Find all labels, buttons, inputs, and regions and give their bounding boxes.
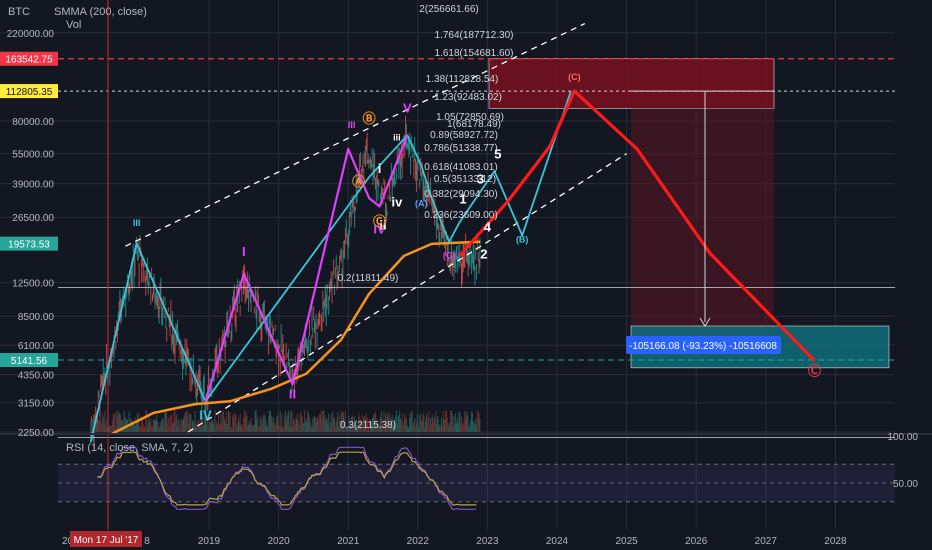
price-tag-label: 19573.53 xyxy=(8,240,50,251)
fib-level-label: 0.5(35133.12) xyxy=(434,174,496,185)
measure-arrowhead xyxy=(699,317,711,327)
price-tick-label: 220000.00 xyxy=(7,29,55,40)
time-label: 2023 xyxy=(476,536,499,547)
chart-legend: BTC SMMA (200, close) Vol xyxy=(8,6,147,32)
time-label: 2026 xyxy=(685,536,708,547)
time-label: 2025 xyxy=(615,536,638,547)
channel-upper-line xyxy=(125,22,586,247)
series-wave-cyan xyxy=(89,90,572,443)
vol-label[interactable]: Vol xyxy=(66,19,82,31)
price-tag-label: 5141.56 xyxy=(11,356,48,367)
time-axis-bg xyxy=(0,530,932,550)
fib-level-label: 1.05(72850.69) xyxy=(436,112,504,123)
fib-level-label: 0.2(11811.49) xyxy=(338,273,399,284)
wave-label: iii xyxy=(393,132,401,142)
wave-label: IV xyxy=(199,407,212,422)
wave-label: (B) xyxy=(516,235,529,245)
wave-label: IV xyxy=(373,221,386,236)
wave-label: III xyxy=(348,120,356,130)
price-tick-label: 8500.00 xyxy=(18,312,55,323)
price-tick-label: 26500.00 xyxy=(12,213,54,224)
fib-level-label: 1.23(92483.02) xyxy=(434,92,502,103)
fib-level-label: 2(256661.66) xyxy=(419,4,479,15)
time-label: 20 xyxy=(62,536,74,547)
price-tag xyxy=(0,236,58,251)
price-tick-label: 3150.00 xyxy=(18,399,55,410)
price-tick-label: 55000.00 xyxy=(12,150,54,161)
fib-level-label: 0.89(58927.72) xyxy=(430,130,498,141)
wave-label: (A) xyxy=(415,198,428,208)
time-label: 2027 xyxy=(755,536,778,547)
chart-annotations: 2(256661.66) 1.764(187712.30) 1.618(154681… xyxy=(133,4,821,431)
symbol-label[interactable]: BTC xyxy=(8,6,30,18)
rsi-legend[interactable]: RSI (14, close, SMA, 7, 2) xyxy=(66,442,194,454)
cursor-date-label: Mon 17 Jul '17 xyxy=(74,535,139,546)
wave-label: (C) xyxy=(568,72,581,82)
series-smma-200-close- xyxy=(111,240,481,436)
time-axis[interactable]: 20 2019 2020 2021 2022 2023 2024 2025 2026 2027 20… xyxy=(0,530,932,550)
fib-level-label: 1(68178.49) xyxy=(447,119,501,130)
wave-label: iv xyxy=(391,194,403,209)
wave-label: (C) xyxy=(443,250,456,260)
channel-lower-line xyxy=(187,153,627,433)
wave-label: II xyxy=(289,387,296,402)
fib-level-label: 0.236(23609.00) xyxy=(424,210,497,221)
fib-level-label: 1.764(187712.30) xyxy=(435,30,514,41)
price-tick-label: 6100.00 xyxy=(18,341,55,352)
indicator-lines xyxy=(58,0,895,530)
measure-label: -105166.08 (-93.23%) -10516608 xyxy=(629,341,777,352)
wave-label: 3 xyxy=(477,172,484,187)
wave-label: 2 xyxy=(480,246,487,261)
shaded-zones xyxy=(488,58,890,369)
wave-label: III xyxy=(133,218,141,228)
series-projection xyxy=(458,89,816,362)
time-label: 8 xyxy=(144,536,150,547)
wave-label: ii xyxy=(379,218,386,233)
wave-label: Ⓒ xyxy=(373,214,386,229)
price-axis[interactable]: 220000.00 80000.00 55000.00 39000.00 26500.0… xyxy=(0,29,58,439)
time-label: 2028 xyxy=(824,536,847,547)
measure-label-box xyxy=(626,336,781,354)
wave-label: 1 xyxy=(459,192,466,207)
projection-zone-box xyxy=(631,108,774,358)
fib-level-label: 1.38(112828.54) xyxy=(426,74,499,85)
stop-zone-box xyxy=(488,58,775,109)
wave-label: 4 xyxy=(484,219,492,234)
price-tag xyxy=(0,353,58,368)
time-label: 2024 xyxy=(546,536,569,547)
fib-level-label: 0.786(51338.77) xyxy=(424,143,497,154)
wave-label: I xyxy=(242,244,246,259)
cursor-date-tag xyxy=(70,531,142,547)
price-tick-label: 39000.00 xyxy=(12,180,54,191)
series-wave-magenta xyxy=(204,134,409,402)
price-tag-label: 163542.75 xyxy=(5,55,53,66)
wave-label: 5 xyxy=(494,147,501,162)
wave-label: Ⓑ xyxy=(363,111,376,126)
price-tick-label: 4350.00 xyxy=(18,371,55,382)
fib-level-label: 0.382(29094.30) xyxy=(424,189,497,200)
wave-label: Ⓒ xyxy=(808,364,821,379)
wave-label: V xyxy=(403,101,412,116)
price-tag xyxy=(0,84,58,99)
wave-label: i xyxy=(378,161,382,176)
time-label: 2022 xyxy=(407,536,430,547)
time-label: 2020 xyxy=(267,536,290,547)
price-tag xyxy=(0,51,58,66)
price-tick-label: 80000.00 xyxy=(12,117,54,128)
time-label: 2019 xyxy=(198,536,221,547)
price-tick-label: 12500.00 xyxy=(12,279,54,290)
rsi-tick-label: 50.00 xyxy=(893,479,918,490)
rsi-pane: 100.00 50.00 xyxy=(0,432,932,510)
smma-label[interactable]: SMMA (200, close) xyxy=(54,6,147,18)
rsi-tick-label: 100.00 xyxy=(887,432,918,443)
fib-level-label: 1.618(154681.60) xyxy=(435,48,514,59)
price-tag-label: 112805.35 xyxy=(6,87,53,98)
price-tick-label: 2250.00 xyxy=(18,428,55,439)
wave-label: Ⓐ xyxy=(352,174,365,189)
rsi-sma-line xyxy=(97,451,477,506)
time-label: 2021 xyxy=(337,536,360,547)
fib-level-label: 0.3(2115.38) xyxy=(340,420,396,431)
fib-level-label: 0.618(41083.01) xyxy=(424,162,497,173)
